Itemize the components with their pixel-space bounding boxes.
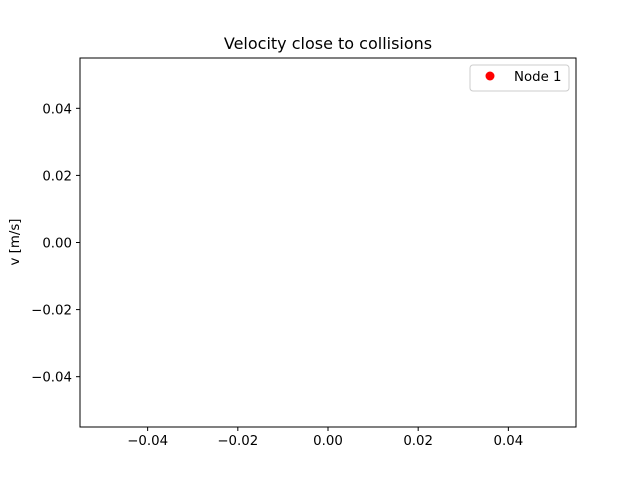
y-axis: −0.04 −0.02 0.00 0.02 0.04 bbox=[31, 102, 80, 386]
y-tick-label: 0.02 bbox=[42, 169, 72, 184]
y-tick-label: −0.02 bbox=[31, 304, 72, 319]
legend-marker-node-1 bbox=[485, 71, 495, 81]
x-tick-label: −0.04 bbox=[127, 434, 168, 449]
y-tick-label: 0.04 bbox=[42, 102, 72, 117]
y-tick-label: −0.04 bbox=[31, 371, 72, 386]
y-tick-label: 0.00 bbox=[42, 237, 72, 252]
x-axis: −0.04 −0.02 0.00 0.02 0.04 bbox=[127, 427, 523, 449]
legend-label-node-1: Node 1 bbox=[514, 70, 562, 85]
y-axis-label: v [m/s] bbox=[8, 219, 23, 266]
legend: Node 1 bbox=[469, 64, 570, 92]
chart-title: Velocity close to collisions bbox=[224, 34, 432, 53]
x-tick-label: 0.04 bbox=[494, 434, 524, 449]
x-tick-label: 0.02 bbox=[403, 434, 433, 449]
plot-frame bbox=[79, 57, 577, 428]
x-tick-label: 0.00 bbox=[313, 434, 343, 449]
x-tick-label: −0.02 bbox=[217, 434, 258, 449]
legend-box bbox=[469, 64, 570, 92]
plot-area bbox=[80, 58, 576, 427]
